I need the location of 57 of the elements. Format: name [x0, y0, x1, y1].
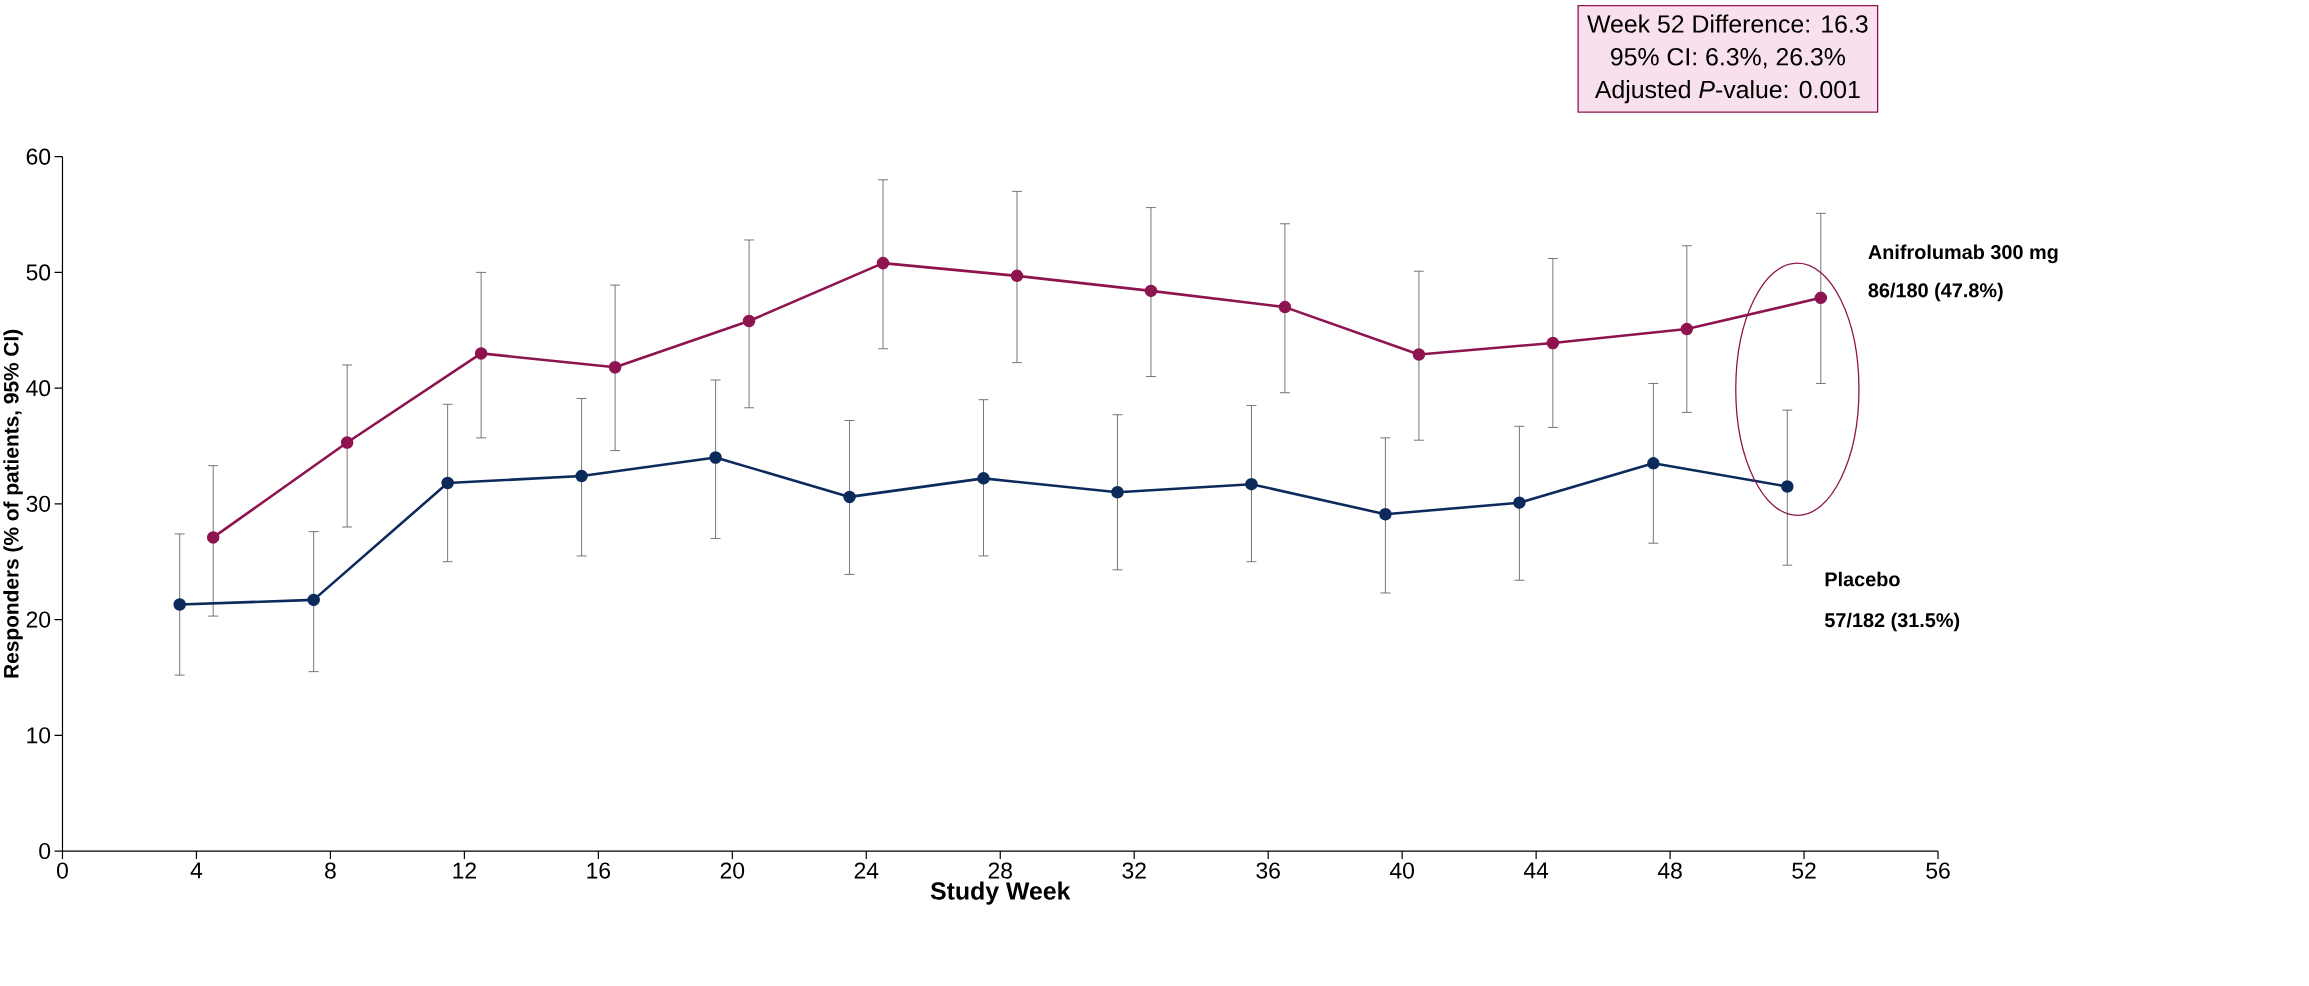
- annotation: 86/180 (47.8%): [1868, 282, 2003, 302]
- point: [1680, 322, 1694, 336]
- point: [1781, 480, 1794, 493]
- y-tick-label: 20: [26, 611, 51, 628]
- text: Anifrolumab 300 mg: [1868, 244, 2058, 263]
- x-tick-label: 36: [1256, 862, 1280, 879]
- point: [173, 598, 186, 611]
- point: [1010, 269, 1024, 282]
- point: [575, 469, 588, 483]
- x-tick-label: 44: [1523, 862, 1549, 878]
- point: [1546, 336, 1560, 350]
- point: [1647, 456, 1660, 470]
- x-tick-label: 24: [854, 862, 879, 879]
- point: [977, 471, 990, 485]
- point: [1245, 477, 1258, 491]
- x-tick-label: 40: [1389, 862, 1414, 879]
- x-tick-label: 32: [1122, 862, 1146, 879]
- point: [1412, 348, 1426, 361]
- y-tick-label: 30: [26, 495, 51, 512]
- point: [709, 451, 722, 464]
- x-tick-label: 52: [1792, 862, 1816, 879]
- y-tick-label: 0: [39, 842, 51, 859]
- point: [206, 530, 220, 544]
- x-tick-label: 4: [190, 862, 203, 878]
- point: [307, 593, 320, 606]
- y-tick-label: 60: [26, 148, 51, 165]
- point: [1379, 507, 1392, 521]
- text: 95% CI: 6.3%, 26.3%: [1611, 47, 1846, 69]
- point: [608, 360, 622, 374]
- point: [1513, 496, 1526, 509]
- x-tick-label: 8: [325, 862, 336, 879]
- point: [474, 346, 488, 360]
- y-tick-label: 10: [27, 726, 51, 744]
- text: Adjusted P-value: 0.001: [1594, 79, 1860, 104]
- x-tick-label: 56: [1926, 862, 1950, 879]
- text: Placebo: [1825, 571, 1900, 587]
- x-tick-label: 28: [988, 862, 1012, 879]
- x-axis-title: Study Week: [930, 881, 1071, 905]
- annotation: 57/182 (31.5%): [1824, 612, 1960, 631]
- point: [1144, 284, 1158, 297]
- x-tick-label: 20: [720, 862, 745, 879]
- x-tick-label: 0: [57, 862, 68, 879]
- point: [340, 436, 354, 449]
- point: [1111, 485, 1124, 499]
- y-tick-label: 50: [26, 264, 51, 281]
- point: [843, 490, 856, 503]
- point: [876, 256, 890, 270]
- x-tick-label: 48: [1657, 862, 1682, 879]
- x-tick-label: 12: [453, 862, 476, 879]
- y-tick-label: 40: [26, 379, 51, 396]
- point: [441, 476, 454, 490]
- point: [1278, 300, 1292, 314]
- text: Week 52 Difference: 16.3: [1587, 14, 1868, 33]
- x-tick-label: 16: [587, 862, 611, 879]
- y-axis-title: Responders (% of patients, 95% CI): [3, 329, 23, 678]
- point: [1814, 291, 1828, 304]
- point: [742, 314, 756, 328]
